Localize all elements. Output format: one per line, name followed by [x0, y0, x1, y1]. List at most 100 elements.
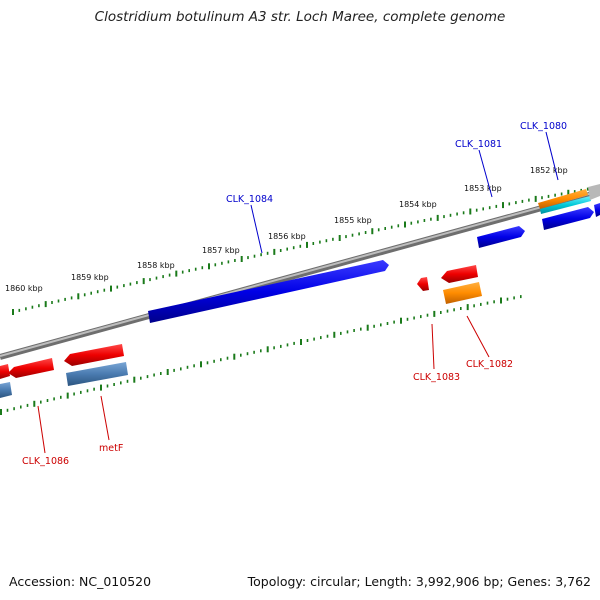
feature-orange-top[interactable] — [538, 189, 588, 209]
minor-tick — [364, 231, 367, 234]
minor-tick — [440, 311, 442, 314]
minor-tick — [413, 316, 415, 320]
feature-orange-clk-1082[interactable] — [443, 282, 482, 304]
major-tick — [567, 189, 570, 196]
minor-tick — [173, 368, 175, 372]
minor-tick — [126, 379, 129, 383]
accession-text: Accession: NC_010520 — [9, 574, 152, 589]
scale-label: 1854 kbp — [399, 200, 437, 209]
major-tick — [534, 195, 537, 202]
major-tick — [333, 331, 336, 338]
minor-tick — [93, 387, 95, 391]
major-tick — [110, 285, 112, 292]
major-tick — [133, 376, 136, 383]
minor-tick — [226, 356, 229, 360]
leader-lines — [37, 131, 559, 454]
minor-tick — [280, 344, 282, 348]
major-tick — [436, 214, 439, 221]
label-clk-1084[interactable]: CLK_1084 — [226, 194, 273, 205]
minor-tick — [313, 337, 315, 341]
minor-tick — [384, 227, 386, 230]
minor-tick — [420, 315, 422, 319]
minor-tick — [181, 270, 184, 274]
label-metf[interactable]: metF — [99, 443, 123, 454]
minor-tick — [462, 211, 465, 215]
minor-tick — [213, 359, 215, 363]
gene-clk-1086[interactable] — [8, 358, 54, 378]
scale-label: 1852 kbp — [530, 166, 568, 175]
gene-clk-1082[interactable] — [441, 265, 478, 283]
scale-labels: 1860 kbp 1859 kbp 1858 kbp 1857 kbp 1856… — [5, 166, 568, 293]
minor-tick — [273, 346, 275, 350]
gene-clk-1083[interactable] — [417, 277, 429, 291]
scale-label: 1859 kbp — [71, 273, 109, 282]
minor-tick — [560, 192, 563, 196]
minor-tick — [136, 281, 138, 285]
major-tick — [338, 235, 341, 241]
minor-tick — [26, 403, 29, 407]
gene-labels: CLK_1084 CLK_1081 CLK_1080 CLK_1086 metF… — [22, 121, 567, 467]
minor-tick — [521, 199, 524, 203]
minor-tick — [38, 304, 40, 308]
major-tick — [469, 208, 472, 215]
feature-grey-top — [588, 184, 600, 200]
minor-tick — [20, 405, 22, 409]
label-clk-1082[interactable]: CLK_1082 — [466, 359, 513, 370]
minor-tick — [410, 221, 413, 225]
minor-tick — [40, 400, 42, 404]
outer-scale-ticks — [12, 186, 596, 315]
gene-clk-1080[interactable] — [542, 207, 594, 230]
gene-partial-right[interactable] — [594, 203, 600, 217]
gene-clk-1084[interactable] — [148, 260, 389, 323]
minor-tick — [449, 213, 452, 217]
minor-tick — [473, 304, 475, 308]
label-clk-1083[interactable]: CLK_1083 — [413, 372, 460, 383]
minor-tick — [475, 208, 478, 212]
minor-tick — [279, 249, 282, 252]
minor-tick — [206, 361, 209, 365]
major-tick — [175, 270, 178, 277]
feature-steel-metf[interactable] — [66, 362, 128, 386]
minor-tick — [57, 299, 60, 303]
minor-tick — [573, 190, 576, 194]
minor-tick — [554, 193, 556, 197]
minor-tick — [406, 317, 409, 321]
minor-tick — [60, 395, 62, 399]
scale-label: 1857 kbp — [202, 246, 240, 255]
minor-tick — [426, 313, 429, 317]
major-tick — [404, 221, 406, 228]
gene-metf[interactable] — [64, 344, 124, 366]
minor-tick — [332, 237, 334, 241]
label-clk-1080[interactable]: CLK_1080 — [520, 121, 567, 132]
minor-tick — [480, 302, 482, 306]
feature-cyan-top[interactable] — [540, 196, 591, 214]
minor-tick — [103, 288, 106, 292]
major-tick — [400, 317, 402, 324]
minor-tick — [460, 307, 462, 310]
minor-tick — [253, 350, 255, 354]
minor-tick — [214, 263, 217, 267]
minor-tick — [326, 334, 329, 338]
gene-clk-1081[interactable] — [477, 226, 525, 248]
major-tick — [371, 228, 374, 235]
minor-tick — [221, 261, 223, 265]
minor-tick — [358, 232, 360, 236]
major-tick — [366, 324, 369, 331]
label-clk-1086[interactable]: CLK_1086 — [22, 456, 69, 467]
minor-tick — [140, 376, 142, 380]
minor-tick — [70, 296, 73, 300]
minor-tick — [299, 244, 302, 248]
minor-tick — [234, 259, 236, 262]
label-clk-1081[interactable]: CLK_1081 — [455, 139, 502, 150]
minor-tick — [260, 349, 262, 353]
major-tick — [142, 278, 145, 285]
minor-tick — [520, 295, 522, 299]
minor-tick — [96, 290, 99, 294]
minor-tick — [240, 353, 242, 357]
feature-steel-left[interactable] — [0, 382, 12, 398]
minor-tick — [377, 228, 380, 232]
minor-tick — [266, 251, 269, 255]
gene-partial-left[interactable] — [0, 364, 10, 379]
minor-tick — [493, 300, 495, 304]
major-tick — [233, 353, 236, 360]
